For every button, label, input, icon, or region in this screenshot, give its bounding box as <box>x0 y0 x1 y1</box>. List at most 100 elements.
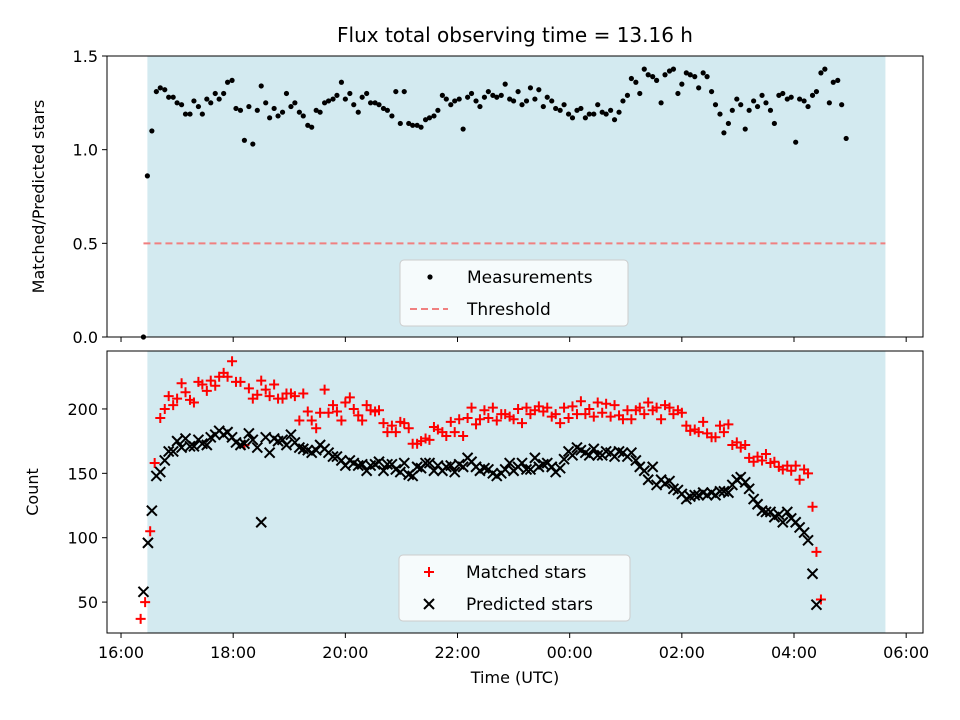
data-point <box>810 598 823 611</box>
data-point <box>275 113 281 119</box>
data-point <box>743 483 755 495</box>
data-point <box>759 92 765 98</box>
data-point <box>739 476 751 489</box>
data-point <box>180 387 191 398</box>
data-point <box>524 463 537 476</box>
data-point <box>155 412 166 423</box>
data-point <box>622 405 633 416</box>
data-point <box>782 460 793 471</box>
data-point <box>247 434 259 446</box>
data-point <box>617 414 628 425</box>
data-point <box>380 105 387 112</box>
data-point <box>435 107 441 113</box>
data-point <box>521 402 532 413</box>
data-point <box>298 388 309 399</box>
data-point <box>424 434 435 445</box>
data-point <box>498 92 504 98</box>
data-point <box>348 403 359 414</box>
data-point <box>364 90 370 97</box>
data-point <box>843 135 849 142</box>
data-point <box>645 72 651 78</box>
data-point <box>712 102 719 108</box>
data-point <box>542 402 553 413</box>
data-point <box>479 405 490 416</box>
data-point <box>204 96 210 102</box>
data-point <box>666 68 673 74</box>
data-point <box>519 102 525 108</box>
legend-box <box>398 554 631 622</box>
series-matched-stars <box>135 356 826 624</box>
data-point <box>216 96 222 102</box>
data-point <box>626 414 637 425</box>
data-point <box>760 506 772 518</box>
data-point <box>613 445 625 458</box>
data-point <box>305 122 311 128</box>
data-point <box>685 425 696 436</box>
data-point <box>137 586 150 598</box>
data-point <box>515 88 521 95</box>
data-point <box>454 414 465 425</box>
data-point <box>191 98 197 104</box>
data-point <box>199 111 205 117</box>
data-point <box>588 411 599 422</box>
data-point <box>483 412 494 423</box>
data-point <box>592 397 603 408</box>
legend-label: Threshold <box>466 300 551 320</box>
data-point <box>603 111 609 117</box>
legend-label: Measurements <box>467 268 593 288</box>
data-point <box>300 113 306 119</box>
y-tick-label: 0.0 <box>73 328 98 347</box>
data-point <box>574 107 580 113</box>
data-point <box>328 400 339 411</box>
data-point <box>162 87 168 93</box>
data-point <box>754 103 761 110</box>
data-point <box>327 450 339 463</box>
data-point <box>201 439 213 451</box>
data-point <box>258 83 264 89</box>
data-point <box>639 409 650 420</box>
data-point <box>721 130 727 136</box>
data-point <box>197 379 208 390</box>
data-point <box>313 107 319 113</box>
data-point <box>468 90 475 97</box>
data-point <box>373 456 385 468</box>
data-point <box>170 94 176 100</box>
data-point <box>567 401 578 412</box>
data-point <box>813 88 820 95</box>
data-point <box>822 66 828 72</box>
data-point <box>397 120 403 127</box>
data-point <box>187 111 193 117</box>
x-tick-label: 20:00 <box>322 643 368 662</box>
data-point <box>365 405 376 416</box>
data-point <box>399 418 410 429</box>
data-point <box>394 466 407 478</box>
data-point <box>687 72 693 78</box>
data-point <box>784 96 790 102</box>
data-point <box>527 85 534 91</box>
data-point <box>592 449 604 462</box>
data-point <box>336 415 347 426</box>
data-point <box>490 92 496 98</box>
data-point <box>222 371 233 382</box>
data-point <box>725 120 731 127</box>
data-point <box>767 107 774 113</box>
data-point <box>386 420 397 431</box>
data-point <box>554 462 566 474</box>
y-tick-label: 1.0 <box>73 141 98 160</box>
data-point <box>212 90 218 97</box>
data-point <box>642 474 654 486</box>
data-point <box>176 378 187 389</box>
y-tick-label: 50 <box>78 593 98 612</box>
data-point <box>575 396 586 407</box>
y-tick-label: 0.5 <box>73 234 98 253</box>
data-point <box>456 96 462 102</box>
data-point <box>536 87 542 93</box>
data-point <box>296 109 302 115</box>
data-point <box>516 457 528 469</box>
data-point <box>188 440 200 452</box>
data-point <box>144 173 150 179</box>
data-point <box>584 403 595 414</box>
data-point <box>805 103 811 110</box>
data-point <box>679 81 685 87</box>
data-point <box>494 94 500 100</box>
